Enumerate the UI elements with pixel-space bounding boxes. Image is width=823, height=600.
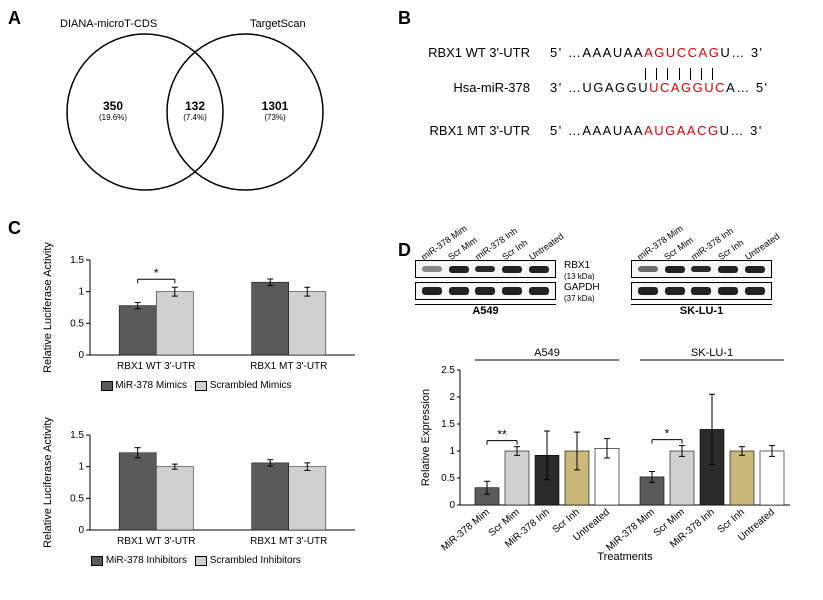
svg-text:1301: 1301 [262,99,289,113]
svg-text:0.5: 0.5 [70,493,84,504]
svg-text:0: 0 [78,350,84,361]
svg-text:350: 350 [103,99,123,113]
svg-text:(73%): (73%) [264,113,286,122]
chart-c2-legend: MiR-378 Inhibitors Scrambled Inhibitors [35,552,365,570]
panel-label-d: D [398,240,411,261]
svg-text:1: 1 [449,446,455,457]
panel-label-b: B [398,8,411,29]
chart-c2-svg: 0 0.5 1 1.5 Relative Luciferase Activity RBX1… [35,415,365,550]
svg-text:Relative Luciferase Activity: Relative Luciferase Activity [42,242,54,373]
svg-text:2: 2 [449,392,455,403]
sequence-alignment: RBX1 WT 3'-UTR 5' …AAAUAAAGUCCAGU… 3' Hs… [410,45,769,146]
svg-text:*: * [154,266,159,280]
svg-text:SK-LU-1: SK-LU-1 [691,347,733,359]
svg-text:0.5: 0.5 [441,473,455,484]
svg-text:0.5: 0.5 [70,318,84,329]
chart-c1-legend: MiR-378 Mimics Scrambled Mimics [35,377,365,395]
chart-c1: 0 0.5 1 1.5 Relative Luciferase Activity RBX1… [35,240,365,395]
seq-row-wt: RBX1 WT 3'-UTR 5' …AAAUAAAGUCCAGU… 3' [410,45,769,60]
venn-diagram: DIANA-microT-CDS TargetScan 350 (19.6%) … [40,30,350,195]
svg-text:RBX1 WT 3'-UTR: RBX1 WT 3'-UTR [117,361,195,372]
svg-text:RBX1 WT 3'-UTR: RBX1 WT 3'-UTR [117,536,195,547]
match-lines-1 [645,68,769,80]
svg-text:1: 1 [78,462,84,473]
svg-text:RBX1 MT 3'-UTR: RBX1 MT 3'-UTR [250,536,327,547]
svg-text:(19.6%): (19.6%) [99,113,127,122]
svg-text:MiR-378 Mim: MiR-378 Mim [604,507,657,554]
svg-text:(7.4%): (7.4%) [183,113,207,122]
chart-c1-svg: 0 0.5 1 1.5 Relative Luciferase Activity RBX1… [35,240,365,375]
svg-text:A549: A549 [534,347,560,359]
panel-label-a: A [8,8,21,29]
svg-text:Relative Expression: Relative Expression [420,389,432,486]
seq-row-mt: RBX1 MT 3'-UTR 5' …AAAUAAAUGAACGU… 3' [410,123,769,138]
svg-text:1.5: 1.5 [70,255,84,266]
svg-text:**: ** [497,428,507,442]
chart-c2: 0 0.5 1 1.5 Relative Luciferase Activity RBX1… [35,415,365,570]
svg-text:RBX1 MT 3'-UTR: RBX1 MT 3'-UTR [250,361,327,372]
svg-text:Relative Luciferase Activity: Relative Luciferase Activity [42,417,54,548]
svg-text:MiR-378 Mim: MiR-378 Mim [439,507,492,554]
panel-label-c: C [8,218,21,239]
western-blots: miR-378 MimScr MimmiR-378 InhScr InhUntr… [415,230,795,340]
svg-text:*: * [665,427,670,441]
panel-d-container: miR-378 MimScr MimmiR-378 InhScr InhUntr… [415,230,795,565]
seq-row-mir: Hsa-miR-378 3' …UGAGGUUCAGGUCA… 5' [410,80,769,95]
venn-title-left: DIANA-microT-CDS [60,18,157,30]
svg-text:1.5: 1.5 [70,430,84,441]
chart-d-svg: 0 0.5 1 1.5 2 2.5 Relative Expression MiR-378 M… [415,345,795,565]
svg-text:0: 0 [449,500,455,511]
svg-text:132: 132 [185,99,205,113]
svg-text:0: 0 [78,525,84,536]
svg-text:Treatments: Treatments [597,551,653,563]
venn-svg: 350 (19.6%) 132 (7.4%) 1301 (73%) [40,30,350,195]
svg-text:1: 1 [78,287,84,298]
svg-text:2.5: 2.5 [441,365,455,376]
venn-title-right: TargetScan [250,18,306,30]
svg-text:1.5: 1.5 [441,419,455,430]
